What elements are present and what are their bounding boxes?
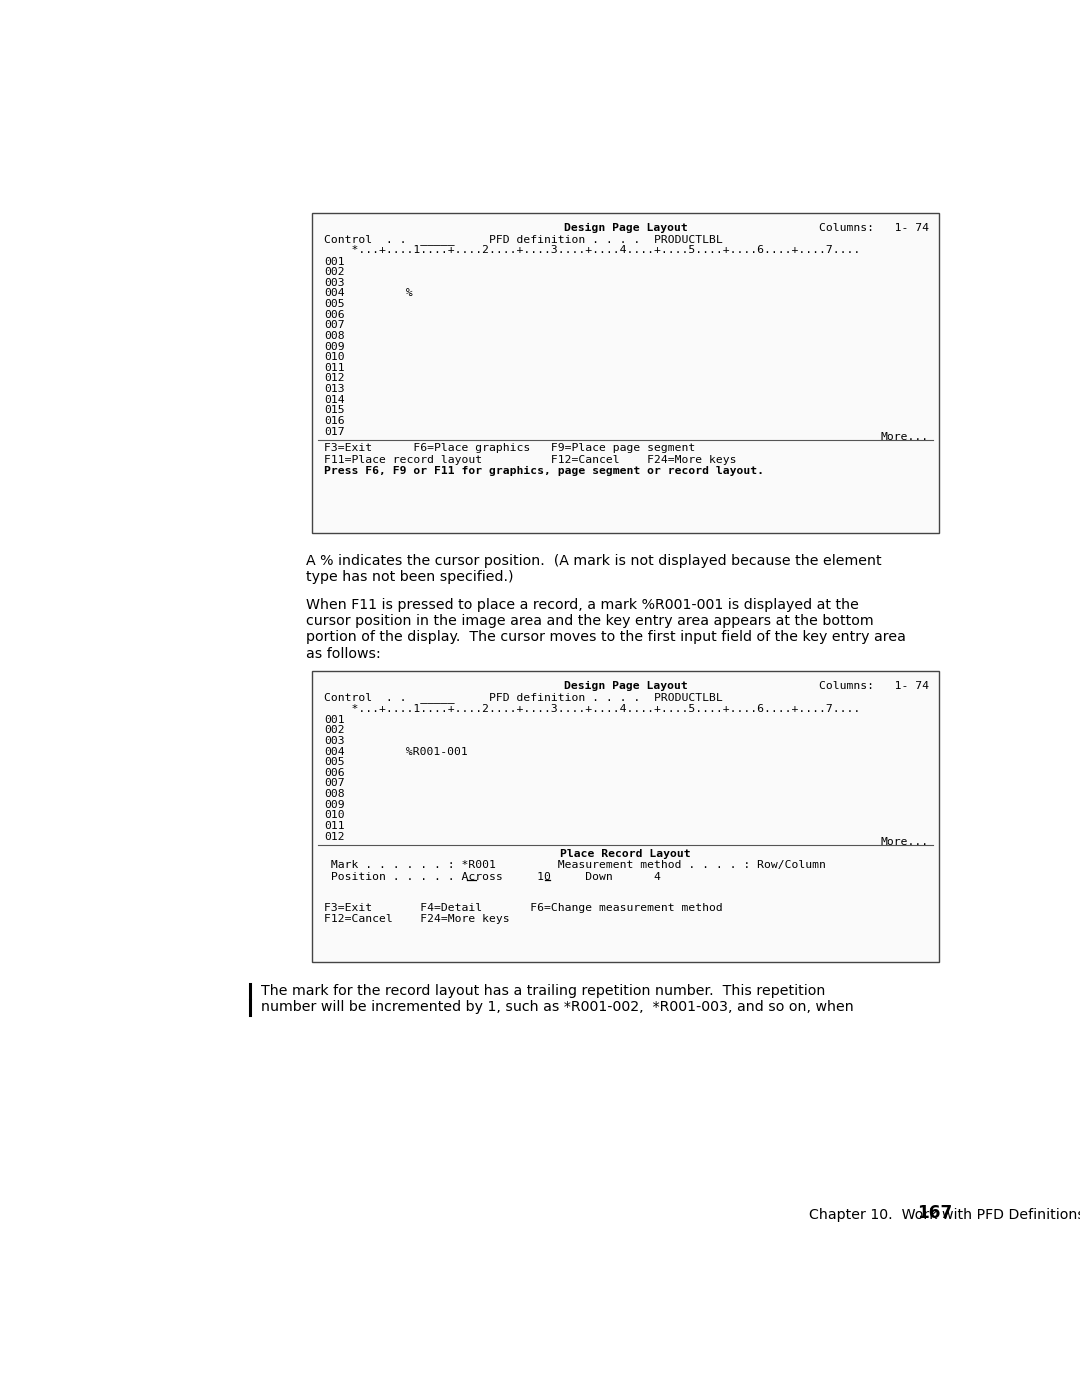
- Text: portion of the display.  The cursor moves to the first input field of the key en: portion of the display. The cursor moves…: [306, 630, 905, 644]
- Text: 006: 006: [324, 310, 345, 320]
- Text: 015: 015: [324, 405, 345, 415]
- Text: as follows:: as follows:: [306, 647, 380, 661]
- Text: Design Page Layout: Design Page Layout: [564, 682, 688, 692]
- Text: 009: 009: [324, 342, 345, 352]
- Text: 001: 001: [324, 257, 345, 267]
- Text: 006: 006: [324, 768, 345, 778]
- Text: 003: 003: [324, 278, 345, 288]
- Text: 011: 011: [324, 821, 345, 831]
- Text: 016: 016: [324, 416, 345, 426]
- Text: 005: 005: [324, 299, 345, 309]
- Text: Columns:   1- 74: Columns: 1- 74: [819, 224, 929, 233]
- Text: 008: 008: [324, 331, 345, 341]
- Text: 005: 005: [324, 757, 345, 767]
- Text: 002: 002: [324, 725, 345, 735]
- FancyBboxPatch shape: [312, 671, 940, 963]
- Text: 008: 008: [324, 789, 345, 799]
- Text: number will be incremented by 1, such as *R001-002,  *R001-003, and so on, when: number will be incremented by 1, such as…: [260, 1000, 853, 1014]
- Text: 003: 003: [324, 736, 345, 746]
- Text: F3=Exit       F4=Detail       F6=Change measurement method: F3=Exit F4=Detail F6=Change measurement …: [324, 902, 723, 912]
- Text: A % indicates the cursor position.  (A mark is not displayed because the element: A % indicates the cursor position. (A ma…: [306, 555, 881, 569]
- Text: 007: 007: [324, 320, 345, 330]
- Text: Control  . .  _____     PFD definition . . . .  PRODUCTLBL: Control . . _____ PFD definition . . . .…: [324, 235, 723, 244]
- Text: 010: 010: [324, 810, 345, 820]
- Text: cursor position in the image area and the key entry area appears at the bottom: cursor position in the image area and th…: [306, 615, 873, 629]
- Text: 007: 007: [324, 778, 345, 788]
- Text: When F11 is pressed to place a record, a mark %R001-001 is displayed at the: When F11 is pressed to place a record, a…: [306, 598, 859, 612]
- Text: *...+....1....+....2....+....3....+....4....+....5....+....6....+....7....: *...+....1....+....2....+....3....+....4…: [324, 246, 861, 256]
- Text: F12=Cancel    F24=More keys: F12=Cancel F24=More keys: [324, 914, 510, 923]
- Text: 012: 012: [324, 373, 345, 383]
- Text: More...: More...: [880, 432, 929, 441]
- FancyBboxPatch shape: [312, 214, 940, 532]
- Text: The mark for the record layout has a trailing repetition number.  This repetitio: The mark for the record layout has a tra…: [260, 983, 825, 997]
- Text: Columns:   1- 74: Columns: 1- 74: [819, 682, 929, 692]
- Text: %R001-001: %R001-001: [345, 746, 468, 757]
- Text: 014: 014: [324, 395, 345, 405]
- Text: 012: 012: [324, 831, 345, 841]
- Text: Position . . . . . Across     10     Down      4: Position . . . . . Across 10 Down 4: [324, 872, 661, 882]
- Text: F11=Place record layout          F12=Cancel    F24=More keys: F11=Place record layout F12=Cancel F24=M…: [324, 454, 737, 465]
- Text: 010: 010: [324, 352, 345, 362]
- Text: 001: 001: [324, 715, 345, 725]
- Text: F3=Exit      F6=Place graphics   F9=Place page segment: F3=Exit F6=Place graphics F9=Place page …: [324, 443, 696, 454]
- Text: 013: 013: [324, 384, 345, 394]
- Text: Design Page Layout: Design Page Layout: [564, 224, 688, 233]
- Text: Place Record Layout: Place Record Layout: [561, 849, 691, 859]
- Text: 002: 002: [324, 267, 345, 277]
- Text: Press F6, F9 or F11 for graphics, page segment or record layout.: Press F6, F9 or F11 for graphics, page s…: [324, 465, 765, 476]
- Text: 167: 167: [917, 1204, 953, 1222]
- Text: 009: 009: [324, 799, 345, 810]
- Text: 004: 004: [324, 288, 345, 299]
- Text: 017: 017: [324, 426, 345, 437]
- Text: %: %: [345, 288, 413, 299]
- Text: type has not been specified.): type has not been specified.): [306, 570, 513, 584]
- Text: Chapter 10.  Work with PFD Definitions: Chapter 10. Work with PFD Definitions: [809, 1208, 1080, 1222]
- Text: Mark . . . . . . : *R001         Measurement method . . . . : Row/Column: Mark . . . . . . : *R001 Measurement met…: [324, 861, 826, 870]
- Text: *...+....1....+....2....+....3....+....4....+....5....+....6....+....7....: *...+....1....+....2....+....3....+....4…: [324, 704, 861, 714]
- Text: 011: 011: [324, 363, 345, 373]
- Text: Control  . .  _____     PFD definition . . . .  PRODUCTLBL: Control . . _____ PFD definition . . . .…: [324, 693, 723, 703]
- Text: 004: 004: [324, 746, 345, 757]
- Text: More...: More...: [880, 837, 929, 847]
